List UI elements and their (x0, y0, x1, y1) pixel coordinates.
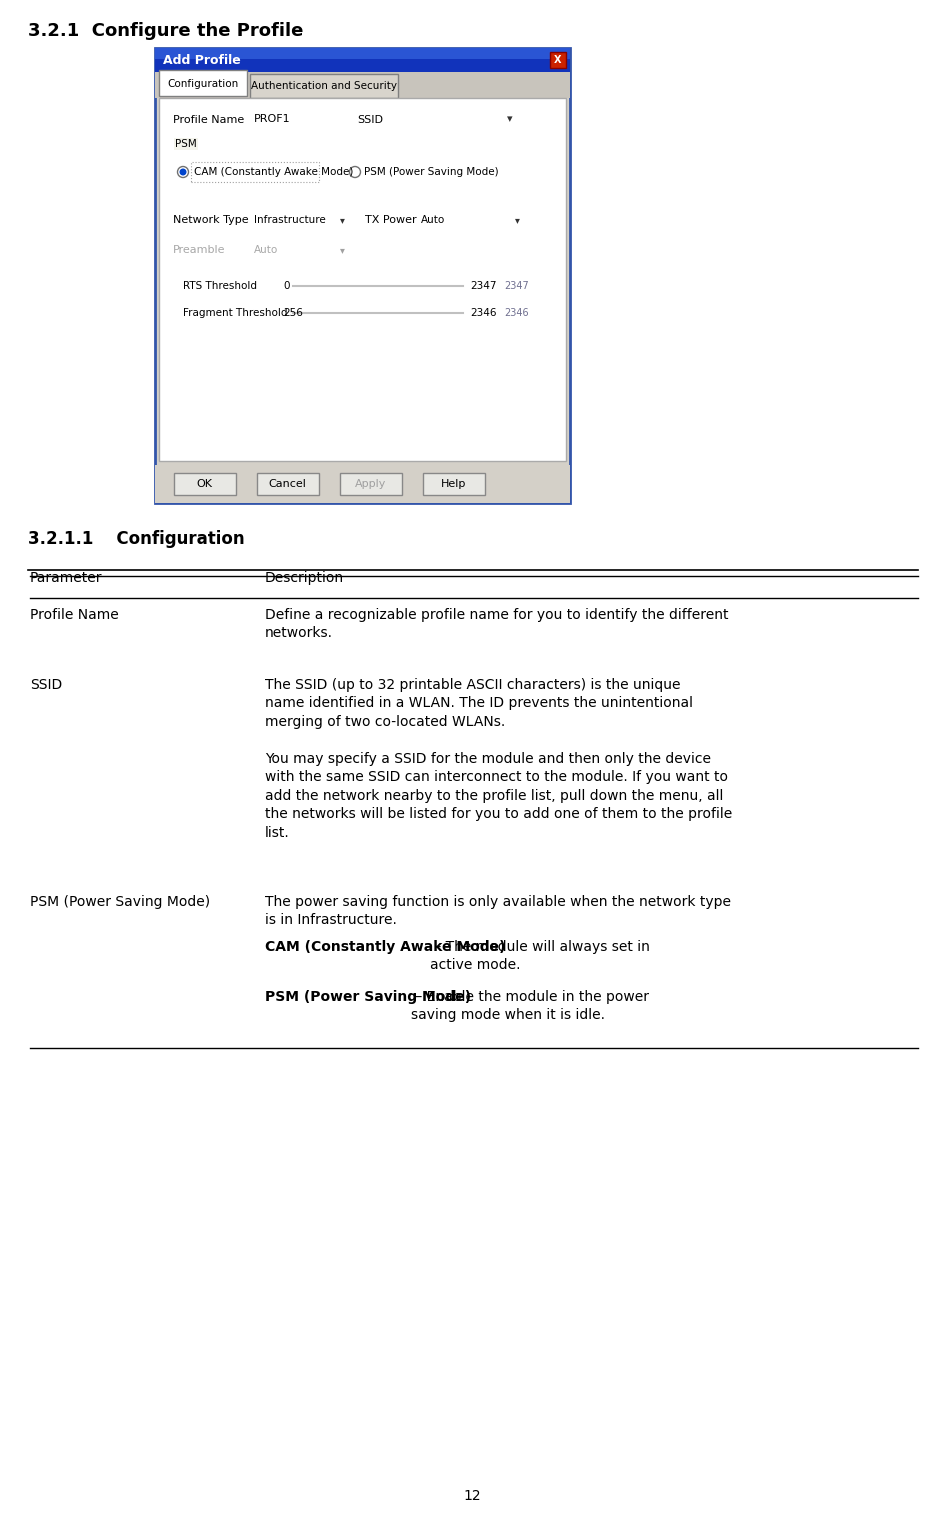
Text: Network Type: Network Type (173, 215, 248, 225)
Text: 2346: 2346 (469, 307, 496, 318)
Bar (499, 279, 542, 295)
Bar (333, 240, 349, 259)
Text: ▾: ▾ (339, 245, 344, 256)
Text: ▾: ▾ (339, 215, 344, 225)
Bar (167, 307, 178, 320)
Bar (422, 473, 484, 495)
Bar (340, 473, 401, 495)
Bar (174, 473, 236, 495)
Text: Define a recognizable profile name for you to identify the different
networks.: Define a recognizable profile name for y… (264, 607, 728, 641)
Text: PROF1: PROF1 (254, 114, 291, 123)
Text: ▾: ▾ (507, 114, 513, 123)
Bar (159, 97, 565, 461)
Text: OK: OK (196, 479, 212, 489)
Text: Preamble: Preamble (173, 245, 226, 256)
Text: 2346: 2346 (503, 307, 528, 318)
Text: 2347: 2347 (469, 282, 496, 291)
Text: Description: Description (264, 571, 344, 584)
Text: You may specify a SSID for the module and then only the device
with the same SSI: You may specify a SSID for the module an… (264, 752, 732, 840)
Text: SSID: SSID (30, 677, 62, 693)
Text: PSM: PSM (175, 139, 196, 149)
Text: SSID: SSID (357, 116, 382, 125)
Text: Configuration: Configuration (167, 79, 239, 88)
Text: X: X (554, 55, 561, 65)
Bar (250, 110, 345, 128)
Text: Apply: Apply (355, 479, 386, 489)
Text: RTS Threshold: RTS Threshold (183, 282, 257, 291)
Text: Auto: Auto (421, 215, 445, 225)
Text: PSM (Power Saving Mode): PSM (Power Saving Mode) (363, 167, 498, 177)
Text: 0: 0 (282, 282, 289, 291)
Bar (250, 240, 349, 259)
Text: Profile Name: Profile Name (30, 607, 119, 622)
Text: 3.2.1  Configure the Profile: 3.2.1 Configure the Profile (28, 21, 303, 40)
Text: Parameter: Parameter (30, 571, 102, 584)
Bar (155, 49, 569, 72)
Bar (389, 110, 518, 128)
Text: PSM (Power Saving Mode): PSM (Power Saving Mode) (264, 989, 471, 1005)
Bar (167, 282, 178, 294)
Text: Help: Help (441, 479, 466, 489)
Circle shape (177, 166, 188, 178)
Text: Add Profile: Add Profile (162, 53, 241, 67)
Text: CAM (Constantly Awake Mode): CAM (Constantly Awake Mode) (264, 941, 505, 954)
Bar (250, 212, 349, 228)
Text: Authentication and Security: Authentication and Security (251, 81, 396, 91)
Bar (500, 110, 518, 128)
Bar (165, 139, 557, 199)
Bar (155, 49, 569, 59)
Bar (257, 473, 318, 495)
Text: Infrastructure: Infrastructure (254, 215, 326, 225)
Text: 3.2.1.1    Configuration: 3.2.1.1 Configuration (28, 530, 244, 548)
Text: Cancel: Cancel (269, 479, 307, 489)
Text: Profile Name: Profile Name (173, 116, 244, 125)
Text: The power saving function is only available when the network type
is in Infrastr: The power saving function is only availa… (264, 895, 731, 927)
Bar (549, 52, 565, 68)
Polygon shape (459, 285, 466, 294)
Text: CAM (Constantly Awake Mode): CAM (Constantly Awake Mode) (194, 167, 353, 177)
Circle shape (349, 166, 360, 178)
Text: PSM (Power Saving Mode): PSM (Power Saving Mode) (30, 895, 210, 909)
Circle shape (180, 169, 186, 175)
Text: Fragment Threshold: Fragment Threshold (183, 307, 287, 318)
Text: 2347: 2347 (503, 282, 529, 291)
Bar (416, 212, 525, 228)
Bar (155, 72, 569, 97)
Bar (159, 70, 246, 96)
Text: – The module will always set in
active mode.: – The module will always set in active m… (430, 941, 649, 973)
Text: Auto: Auto (254, 245, 278, 256)
Bar (155, 466, 569, 502)
Bar (509, 212, 525, 228)
Text: 12: 12 (464, 1489, 480, 1504)
Bar (333, 212, 349, 228)
Text: TX Power: TX Power (364, 215, 416, 225)
Bar (155, 49, 569, 502)
Text: The SSID (up to 32 printable ASCII characters) is the unique
name identified in : The SSID (up to 32 printable ASCII chara… (264, 677, 692, 729)
Text: ▾: ▾ (514, 215, 519, 225)
Bar (191, 161, 319, 183)
Text: – Enable the module in the power
saving mode when it is idle.: – Enable the module in the power saving … (411, 989, 649, 1023)
Polygon shape (459, 312, 466, 320)
Bar (250, 75, 397, 97)
Bar (499, 304, 542, 323)
Text: 256: 256 (282, 307, 303, 318)
